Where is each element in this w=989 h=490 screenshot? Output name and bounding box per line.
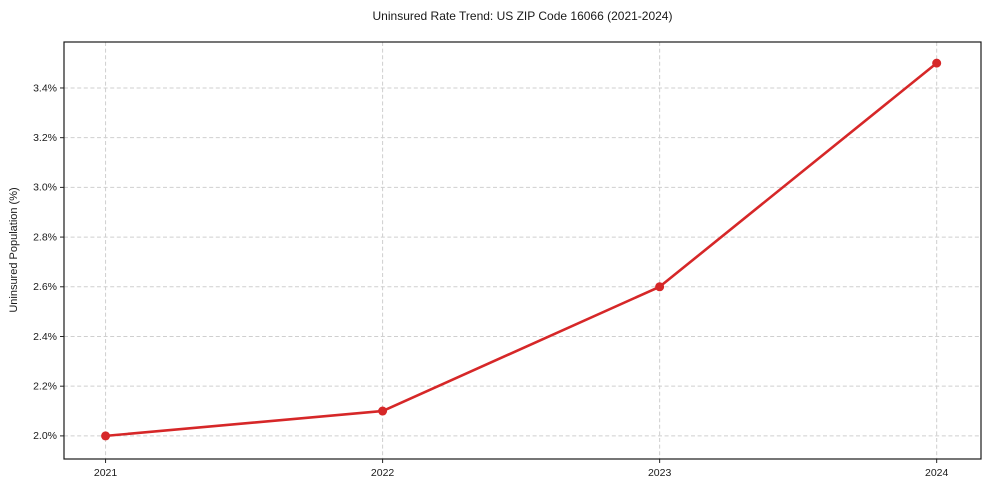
trend-line	[104, 61, 938, 438]
data-point-2022	[378, 406, 388, 416]
y-tick-label: 3.2%	[33, 132, 57, 144]
y-tick-label: 2.6%	[33, 281, 57, 293]
chart-title: Uninsured Rate Trend: US ZIP Code 16066 …	[372, 9, 673, 23]
y-tick-label: 2.4%	[33, 331, 57, 343]
y-tick-label: 2.8%	[33, 231, 57, 243]
data-point-2021	[101, 431, 111, 441]
x-tick-label: 2023	[648, 467, 672, 479]
plot-border	[63, 41, 982, 460]
y-tick-label: 3.0%	[33, 182, 57, 194]
data-point-2024	[932, 58, 942, 68]
y-tick-label: 3.4%	[33, 82, 57, 94]
y-tick-label: 2.0%	[33, 430, 57, 442]
x-tick-label: 2024	[925, 467, 949, 479]
x-tick-label: 2022	[371, 467, 395, 479]
data-point-2023	[655, 282, 665, 292]
y-tick-label: 2.2%	[33, 381, 57, 393]
x-tick-label: 2021	[94, 467, 118, 479]
